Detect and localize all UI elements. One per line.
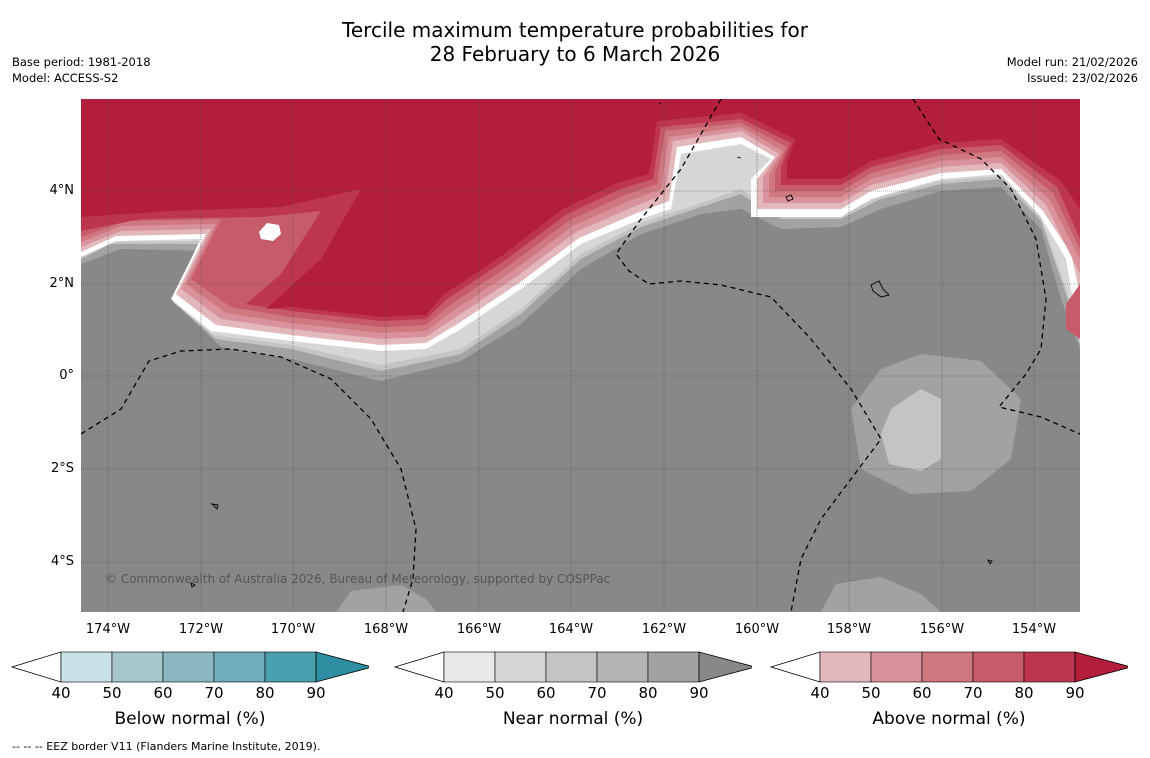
colorbar-near-tick: 70 — [587, 684, 607, 702]
colorbar-above-segment-0 — [819, 651, 872, 683]
colorbar-below-under-triangle — [11, 651, 62, 683]
near-normal-blob-east-inner — [881, 389, 941, 471]
colorbar-above-tick: 40 — [810, 684, 830, 702]
white-islet — [259, 223, 281, 241]
colorbar-below-segment-0 — [60, 651, 113, 683]
colorbar-above-over-triangle — [1074, 651, 1128, 683]
colorbar-below-segment-4 — [264, 651, 317, 683]
lon-label-172w: 172°W — [178, 622, 224, 637]
above-normal-90 — [81, 99, 1080, 317]
issued-date: Issued: 23/02/2026 — [1027, 71, 1138, 85]
colorbar-below-segment-1 — [111, 651, 164, 683]
colorbar-above-tick: 70 — [963, 684, 983, 702]
colorbar-above-segment-2 — [921, 651, 974, 683]
probability-map — [81, 99, 1080, 612]
colorbar-below-tick: 40 — [51, 684, 71, 702]
lat-label-0: 0° — [59, 368, 74, 383]
colorbar-near-segment-2 — [545, 651, 598, 683]
colorbar-above-segment-1 — [870, 651, 923, 683]
above-normal-east-tongue — [1066, 284, 1080, 339]
lon-label-156w: 156°W — [919, 622, 965, 637]
lat-label-4n: 4°N — [49, 183, 75, 198]
colorbar-below-segment-2 — [162, 651, 215, 683]
map-title: Tercile maximum temperature probabilitie… — [300, 18, 850, 66]
colorbar-above-label: Above normal (%) — [872, 709, 1026, 729]
lon-label-168w: 168°W — [363, 622, 409, 637]
lon-label-154w: 154°W — [1011, 622, 1057, 637]
colorbar-below-tick: 80 — [255, 684, 275, 702]
colorbar-below-segment-3 — [213, 651, 266, 683]
meta-left: Base period: 1981-2018 Model: ACCESS-S2 — [12, 54, 151, 86]
lat-label-2s: 2°S — [50, 461, 74, 476]
near-normal-blob-south — [336, 585, 436, 612]
colorbar-near-tick: 60 — [536, 684, 556, 702]
colorbar-near-under-triangle — [394, 651, 445, 683]
map-svg — [81, 99, 1080, 612]
colorbar-below-tick: 70 — [204, 684, 224, 702]
title-line-1: Tercile maximum temperature probabilitie… — [342, 18, 808, 42]
lat-label-2n: 2°N — [49, 276, 75, 291]
colorbar-near-svg — [394, 651, 752, 683]
colorbar-near-segment-4 — [647, 651, 700, 683]
colorbar-below-over-triangle — [315, 651, 369, 683]
colorbar-below-label: Below normal (%) — [114, 709, 266, 729]
colorbar-below-normal — [11, 651, 369, 683]
graticule — [81, 99, 1080, 612]
colorbar-near-segment-1 — [494, 651, 547, 683]
lon-label-162w: 162°W — [641, 622, 687, 637]
model-name: Model: ACCESS-S2 — [12, 71, 119, 85]
lon-label-160w: 160°W — [734, 622, 780, 637]
colorbar-near-label: Near normal (%) — [502, 709, 644, 729]
colorbar-near-segment-0 — [443, 651, 496, 683]
colorbar-above-tick: 60 — [912, 684, 932, 702]
base-period: Base period: 1981-2018 — [12, 55, 151, 69]
colorbar-above-svg — [770, 651, 1128, 683]
colorbar-above-segment-3 — [972, 651, 1025, 683]
near-normal-blob-southeast — [821, 577, 941, 612]
eez-borders — [81, 99, 1080, 612]
lon-label-164w: 164°W — [548, 622, 594, 637]
lon-label-170w: 170°W — [270, 622, 316, 637]
colorbar-above-segment-4 — [1023, 651, 1076, 683]
model-run: Model run: 21/02/2026 — [1006, 55, 1138, 69]
colorbar-above-under-triangle — [770, 651, 821, 683]
colorbar-above-tick: 90 — [1065, 684, 1085, 702]
islands — [190, 102, 993, 588]
lat-label-4s: 4°S — [50, 554, 74, 569]
meta-right: Model run: 21/02/2026 Issued: 23/02/2026 — [1007, 54, 1138, 86]
eez-legend-note: -- -- -- EEZ border V11 (Flanders Marine… — [12, 740, 321, 753]
colorbar-below-tick: 60 — [153, 684, 173, 702]
copyright-notice: © Commonwealth of Australia 2026, Bureau… — [105, 572, 611, 586]
colorbar-below-tick: 90 — [306, 684, 326, 702]
colorbar-above-tick: 50 — [861, 684, 881, 702]
colorbar-below-svg — [11, 651, 369, 683]
colorbar-above-tick: 80 — [1014, 684, 1034, 702]
colorbar-near-tick: 90 — [689, 684, 709, 702]
lon-label-174w: 174°W — [85, 622, 131, 637]
lon-label-166w: 166°W — [456, 622, 502, 637]
colorbar-below-tick: 50 — [102, 684, 122, 702]
colorbar-near-segment-3 — [596, 651, 649, 683]
lon-label-158w: 158°W — [826, 622, 872, 637]
colorbar-above-normal — [770, 651, 1128, 683]
colorbar-near-normal — [394, 651, 752, 683]
colorbar-near-tick: 80 — [638, 684, 658, 702]
colorbar-near-over-triangle — [698, 651, 752, 683]
colorbar-near-tick: 50 — [485, 684, 505, 702]
colorbar-near-tick: 40 — [434, 684, 454, 702]
title-line-2: 28 February to 6 March 2026 — [429, 42, 721, 66]
